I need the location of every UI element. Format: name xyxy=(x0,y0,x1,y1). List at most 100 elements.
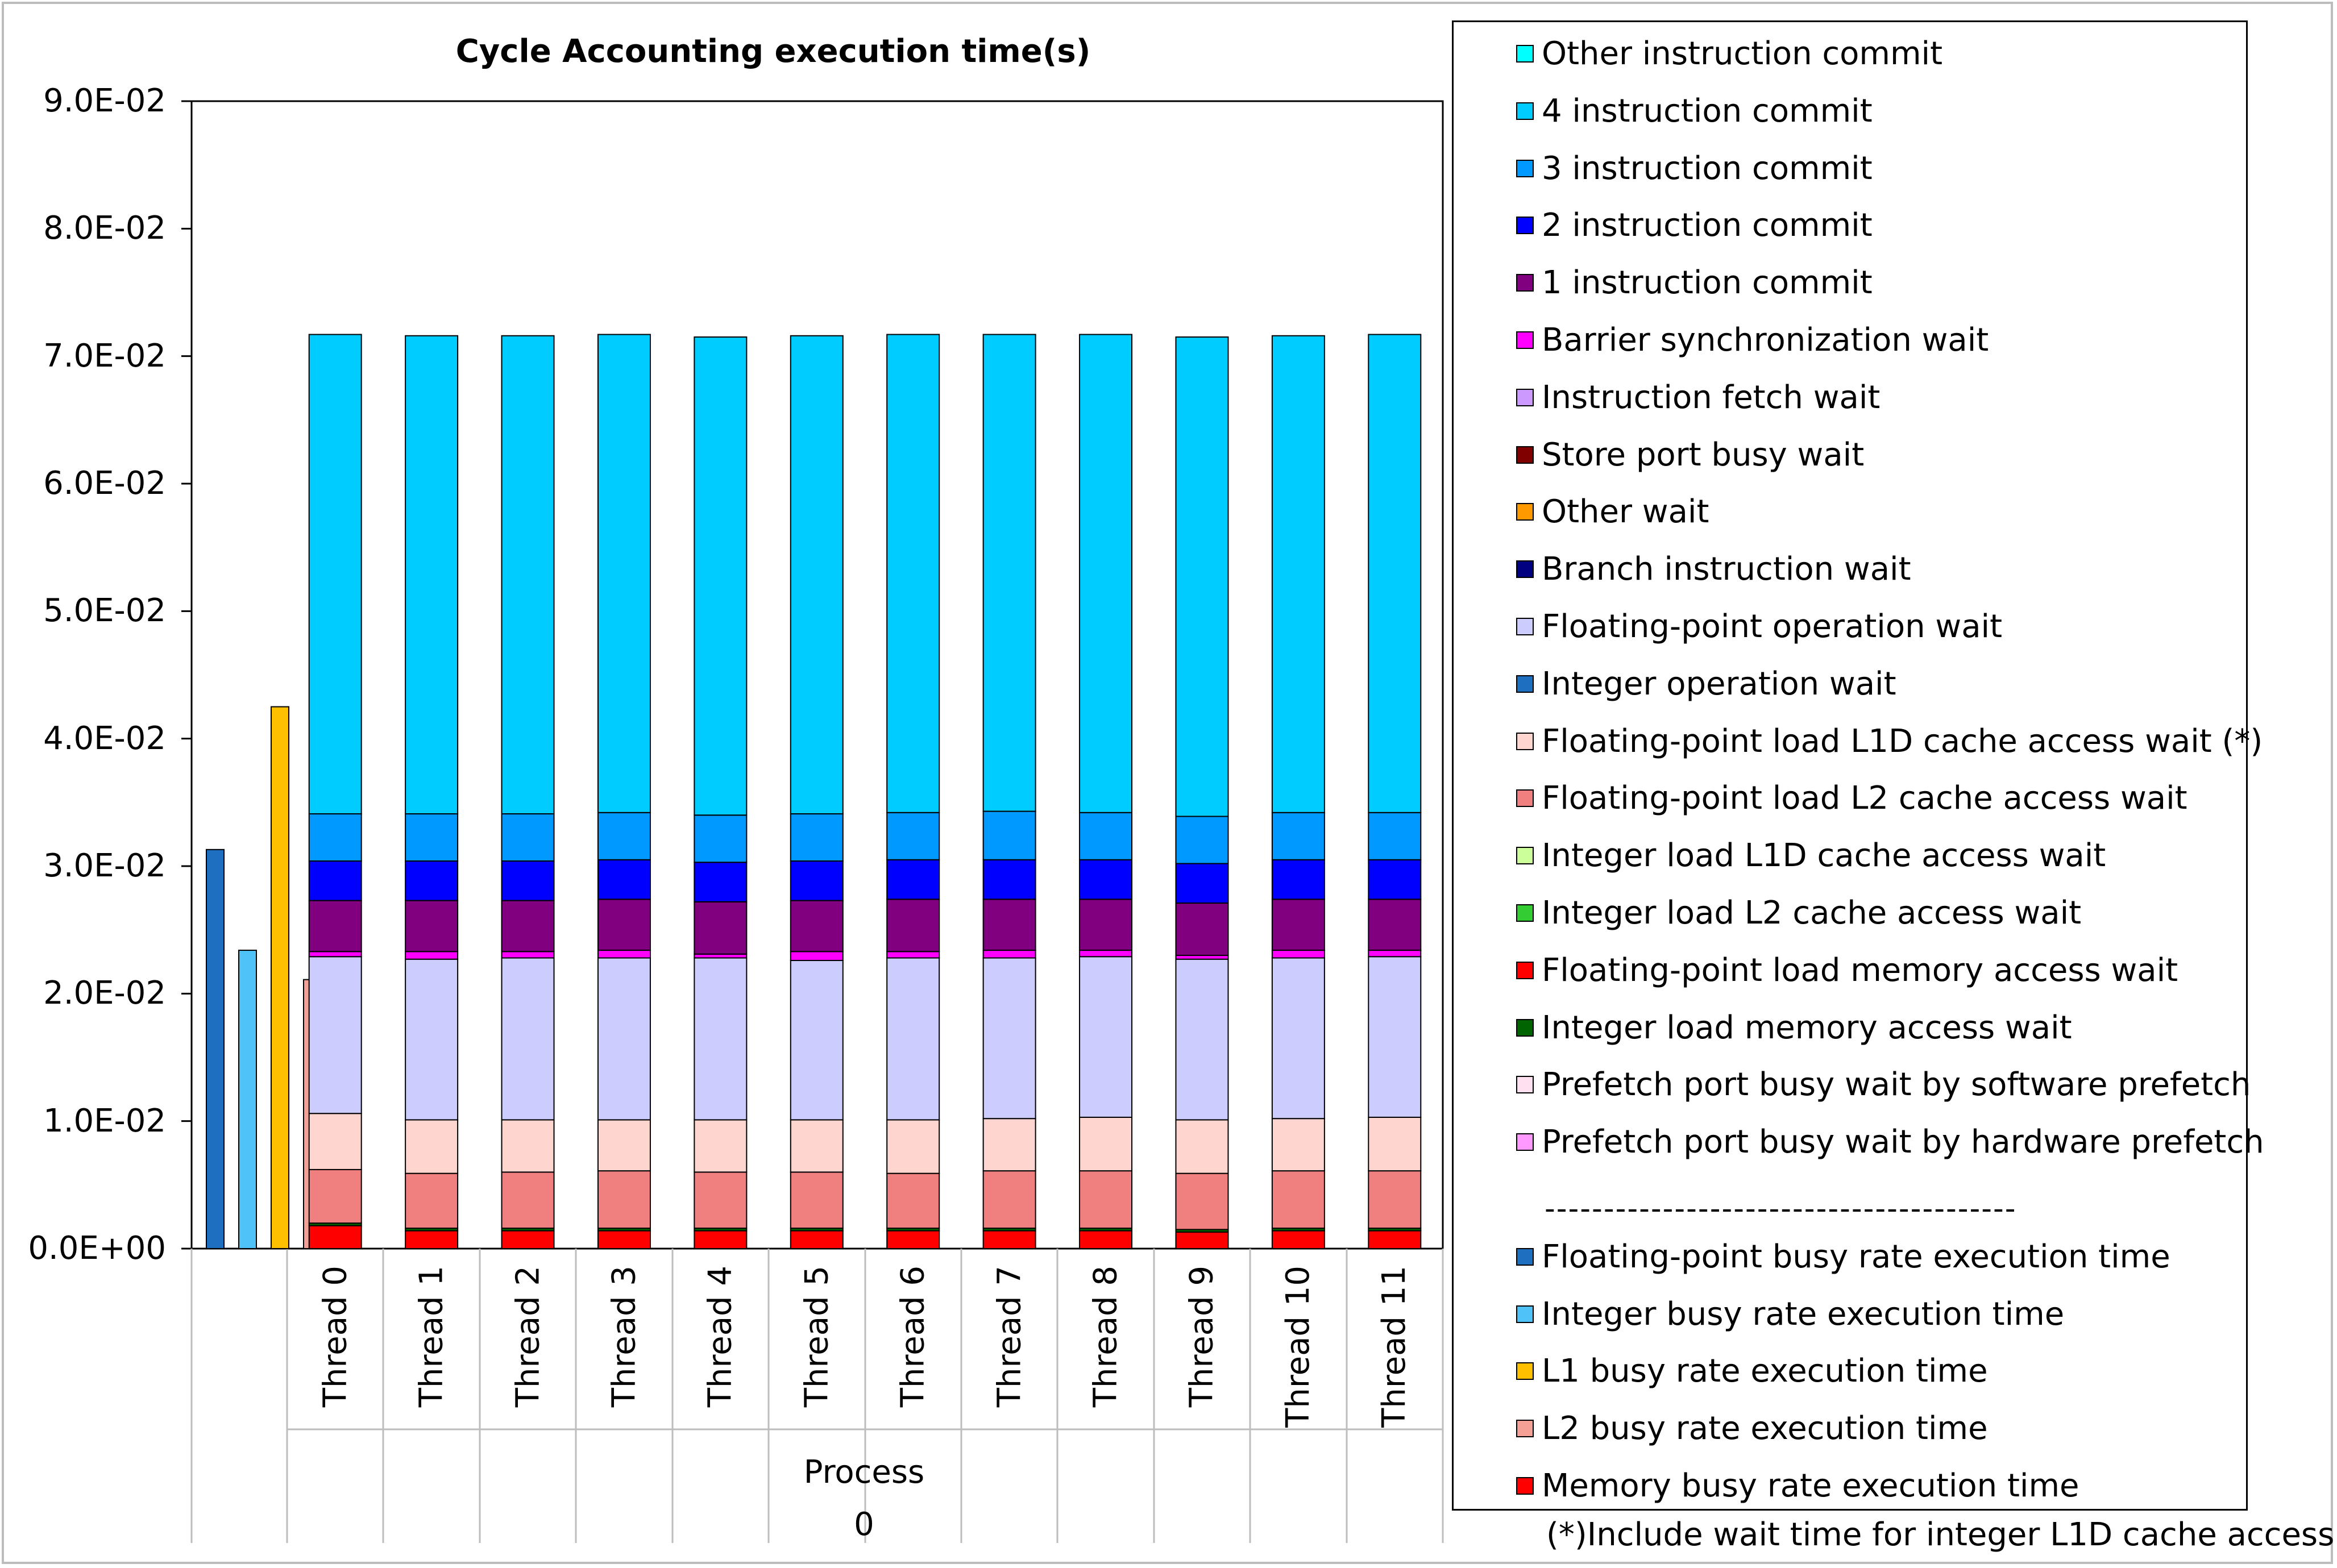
footnote: (*)Include wait time for integer L1D cac… xyxy=(1546,1516,2335,1553)
bar-segment-commit3 xyxy=(1368,812,1422,860)
legend-swatch xyxy=(1516,102,1534,120)
y-tick-label: 0.0E+00 xyxy=(28,1230,166,1267)
bar-segment-fp_op xyxy=(694,957,748,1121)
y-tick-label: 8.0E-02 xyxy=(43,210,166,247)
bar-segment-fp_l2 xyxy=(982,1170,1036,1229)
bar-segment-fp_l2 xyxy=(1175,1172,1229,1230)
x-tick-label: Thread 3 xyxy=(605,1266,643,1408)
bar-segment-commit3 xyxy=(982,810,1036,860)
legend-label: Barrier synchronization wait xyxy=(1542,322,1989,359)
bar-segment-fp_l1d xyxy=(597,1119,651,1172)
legend-label: Other instruction commit xyxy=(1542,35,1943,72)
x-tick-label: Thread 9 xyxy=(1183,1266,1221,1408)
x-group-label: Process xyxy=(803,1454,925,1491)
legend-label: Branch instruction wait xyxy=(1542,551,1911,588)
bar-segment-barrier xyxy=(597,950,651,959)
bar-segment-barrier xyxy=(1175,955,1229,960)
legend: ----------------------------------------… xyxy=(1452,20,2264,1511)
bar-segment-fp_l2 xyxy=(405,1172,459,1229)
bar-segment-fp_op xyxy=(597,957,651,1121)
x-tick-label: Thread 10 xyxy=(1279,1266,1317,1428)
legend-swatch xyxy=(1516,503,1534,521)
bar-segment-fp_mem xyxy=(1175,1231,1229,1250)
x-tick-label: Thread 8 xyxy=(1087,1266,1124,1408)
bar-segment-commit1 xyxy=(405,900,459,953)
legend-swatch xyxy=(1516,1305,1534,1323)
bar-segment-commit1 xyxy=(501,900,555,953)
bar-segment-fp_op xyxy=(1079,956,1133,1118)
bar-segment-commit4 xyxy=(501,335,555,815)
bar-segment-fp_mem xyxy=(501,1230,555,1249)
bar-segment-barrier xyxy=(405,951,459,960)
x-tick-label: Thread 11 xyxy=(1376,1266,1413,1428)
x-tick-label: Thread 0 xyxy=(316,1266,354,1408)
bar-segment-commit1 xyxy=(308,900,362,953)
bar-segment-barrier xyxy=(1079,950,1133,958)
x-tick-label: Thread 7 xyxy=(990,1266,1028,1408)
bar-segment-commit4 xyxy=(886,334,940,813)
bar-segment-commit2 xyxy=(1368,859,1422,900)
bar-segment-commit2 xyxy=(790,860,844,901)
legend-label: Floating-point operation wait xyxy=(1542,608,2003,645)
x-group-value: 0 xyxy=(854,1506,874,1543)
bar-segment-barrier xyxy=(982,950,1036,959)
legend-swatch xyxy=(1516,446,1534,464)
bar-segment-fp_l2 xyxy=(308,1168,362,1224)
bar-segment-fp_l1d xyxy=(308,1113,362,1170)
bar-segment-fp_l2 xyxy=(501,1171,555,1229)
bar-segment-barrier xyxy=(694,953,748,959)
bar-segment-commit2 xyxy=(1079,859,1133,900)
x-tick-label: Thread 4 xyxy=(701,1266,739,1408)
bar-segment-fp_op xyxy=(1175,958,1229,1121)
legend-swatch xyxy=(1516,217,1534,235)
bar-segment-fp_mem xyxy=(308,1225,362,1250)
bar-segment-fp_mem xyxy=(405,1230,459,1249)
legend-swatch xyxy=(1516,1133,1534,1151)
y-tick-label: 5.0E-02 xyxy=(43,592,166,630)
bar-segment-fp_l2 xyxy=(1079,1170,1133,1229)
x-tick-label: Thread 2 xyxy=(509,1266,546,1408)
bar-segment-barrier xyxy=(501,951,555,959)
bar-segment-fp_mem xyxy=(597,1230,651,1249)
bar-segment-commit1 xyxy=(1175,902,1229,956)
bar-segment-fp_op xyxy=(501,957,555,1121)
legend-swatch xyxy=(1516,1247,1534,1266)
bar-segment-commit4 xyxy=(1079,334,1133,813)
bar-segment-commit3 xyxy=(886,812,940,860)
legend-swatch xyxy=(1516,1076,1534,1094)
legend-label: Memory busy rate execution time xyxy=(1542,1467,2079,1504)
bar-segment-commit4 xyxy=(1368,334,1422,813)
legend-swatch xyxy=(1516,159,1534,177)
bar-segment-barrier xyxy=(886,951,940,959)
bar-segment-fp_mem xyxy=(694,1230,748,1249)
busy-bar-3 xyxy=(271,706,289,1250)
legend-label: 3 instruction commit xyxy=(1542,149,1873,187)
bar-segment-commit1 xyxy=(1271,899,1325,951)
bar-segment-commit3 xyxy=(790,813,844,862)
legend-swatch xyxy=(1516,847,1534,865)
bar-segment-fp_l2 xyxy=(886,1172,940,1229)
legend-label: L2 busy rate execution time xyxy=(1542,1410,1988,1448)
bar-segment-fp_l2 xyxy=(694,1171,748,1229)
legend-label: Floating-point busy rate execution time xyxy=(1542,1238,2170,1275)
legend-label: 1 instruction commit xyxy=(1542,264,1873,302)
legend-label: Integer operation wait xyxy=(1542,665,1896,702)
bar-segment-commit1 xyxy=(597,899,651,951)
bar-segment-commit3 xyxy=(597,812,651,860)
bar-segment-commit2 xyxy=(982,859,1036,900)
legend-label: 4 instruction commit xyxy=(1542,92,1873,130)
bar-segment-fp_l1d xyxy=(1271,1118,1325,1172)
y-tick-label: 9.0E-02 xyxy=(43,82,166,119)
legend-label: L1 busy rate execution time xyxy=(1542,1353,1988,1390)
bar-segment-commit4 xyxy=(597,334,651,813)
bar-segment-commit4 xyxy=(405,335,459,815)
legend-swatch xyxy=(1516,388,1534,406)
busy-bar-1 xyxy=(206,849,225,1249)
bar-segment-barrier xyxy=(1271,950,1325,959)
bar-segment-commit2 xyxy=(405,860,459,901)
legend-swatch xyxy=(1516,1420,1534,1438)
bar-segment-fp_l1d xyxy=(501,1119,555,1173)
bar-segment-commit2 xyxy=(886,859,940,900)
bar-segment-fp_mem xyxy=(886,1230,940,1249)
